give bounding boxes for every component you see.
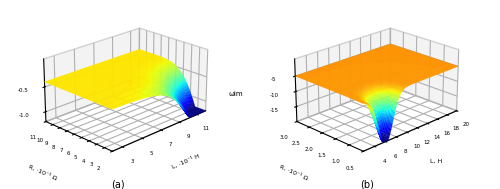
- Y-axis label: R, ·10⁻¹ Ω: R, ·10⁻¹ Ω: [28, 164, 58, 181]
- X-axis label: L, H: L, H: [430, 159, 442, 164]
- Text: (b): (b): [360, 179, 374, 189]
- Text: (a): (a): [110, 179, 124, 189]
- Y-axis label: R, ·10⁻¹ Ω: R, ·10⁻¹ Ω: [278, 164, 308, 181]
- X-axis label: L, ·10⁻¹ H: L, ·10⁻¹ H: [171, 153, 200, 170]
